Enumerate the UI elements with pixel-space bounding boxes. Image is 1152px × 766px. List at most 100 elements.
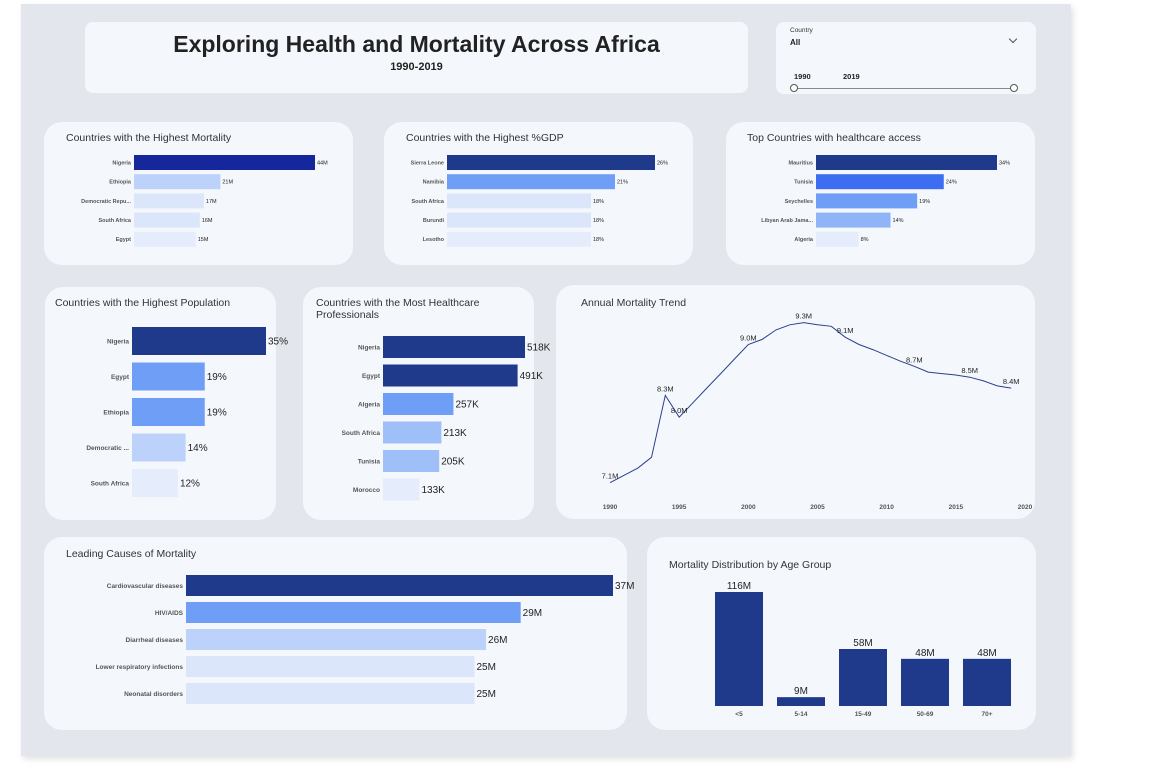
bar	[383, 364, 518, 387]
bar-value-label: 12%	[180, 479, 200, 490]
year-slider-start-handle[interactable]	[790, 84, 798, 92]
bar-category-label: Seychelles	[785, 199, 813, 205]
bar-category-label: Tunisia	[358, 458, 381, 465]
bar	[383, 450, 440, 472]
bar-category-label: South Africa	[412, 199, 445, 205]
bar	[134, 231, 196, 247]
bar-category-label: South Africa	[91, 480, 130, 487]
professionals-chart-title-line1: Countries with the Most Healthcare	[316, 297, 480, 309]
bar	[816, 174, 944, 190]
age-bar-value-label: 58M	[853, 638, 872, 649]
bar-value-label: 18%	[593, 199, 604, 205]
bar-category-label: Ethiopia	[109, 180, 132, 186]
report-canvas: Exploring Health and Mortality Across Af…	[21, 4, 1071, 756]
bar-value-label: 29M	[523, 608, 542, 619]
chevron-down-icon[interactable]	[1008, 34, 1018, 44]
bar	[447, 174, 615, 190]
age-bar	[963, 658, 1011, 706]
bar-value-label: 25M	[477, 662, 496, 673]
year-slider-track[interactable]	[794, 88, 1014, 89]
causes-card: Leading Causes of Mortality Cardiovascul…	[44, 537, 634, 730]
trend-data-label: 8.7M	[906, 355, 923, 364]
professionals-chart-title-line2: Professionals	[316, 309, 380, 321]
bar	[134, 193, 204, 209]
age-bar-value-label: 48M	[977, 648, 996, 659]
trend-data-label: 8.5M	[961, 366, 978, 375]
bar	[816, 155, 997, 170]
bar-value-label: 17M	[206, 199, 217, 205]
bar-value-label: 18%	[593, 218, 604, 224]
bar-value-label: 19%	[919, 199, 930, 205]
bar	[132, 362, 205, 391]
age-category-label: 50-69	[917, 711, 934, 718]
year-slider-end-handle[interactable]	[1010, 84, 1018, 92]
bar-category-label: Neonatal disorders	[124, 691, 183, 698]
bar-category-label: Morocco	[353, 487, 380, 494]
bar-category-label: Mauritius	[789, 160, 813, 166]
x-tick-label: 2020	[1018, 504, 1033, 511]
bar-category-label: Namibia	[423, 180, 445, 186]
access-chart: Mauritius 34% Tunisia 24% Seychelles 19% Libya…	[761, 155, 1010, 247]
bar-category-label: Democratic ...	[86, 445, 129, 452]
bar-value-label: 18%	[593, 237, 604, 243]
bar	[447, 231, 591, 247]
bar	[383, 336, 525, 358]
bar-value-label: 14%	[188, 443, 208, 454]
trend-data-label: 9.3M	[795, 312, 812, 321]
bar-category-label: Algeria	[358, 401, 380, 408]
bar-category-label: Libyan Arab Jama...	[761, 218, 813, 224]
bar-value-label: 21M	[222, 180, 233, 186]
bar-value-label: 14%	[893, 218, 904, 224]
bar	[383, 421, 442, 444]
age-card: Mortality Distribution by Age Group 116M…	[647, 537, 1036, 730]
bar	[134, 174, 221, 190]
bar-category-label: Tunisia	[794, 180, 814, 186]
age-category-label: 15-49	[855, 711, 872, 718]
bar-category-label: Algeria	[794, 237, 814, 243]
bar	[816, 193, 918, 209]
bar	[383, 393, 454, 415]
mortality-chart-title: Countries with the Highest Mortality	[66, 132, 232, 144]
x-tick-label: 1990	[603, 504, 618, 511]
age-category-label: <5	[735, 711, 743, 718]
trend-data-label: 9.0M	[740, 333, 757, 342]
bar-value-label: 37M	[615, 581, 634, 592]
age-category-label: 70+	[981, 711, 992, 718]
age-bar	[901, 658, 949, 706]
bar-category-label: Nigeria	[358, 344, 380, 351]
bar	[132, 469, 178, 497]
age-chart-title: Mortality Distribution by Age Group	[669, 559, 832, 571]
gdp-chart: Sierra Leone 26% Namibia 21% South Africa 18%…	[411, 155, 668, 247]
trend-data-label: 9.1M	[837, 326, 854, 335]
bar-value-label: 491K	[520, 371, 544, 382]
x-tick-label: 2005	[810, 504, 825, 511]
bar	[447, 193, 591, 209]
bar	[447, 155, 655, 170]
trend-chart-title: Annual Mortality Trend	[581, 297, 687, 309]
bar	[816, 212, 891, 228]
causes-chart: Cardiovascular diseases 37M HIV/AIDS 29M Dia…	[96, 575, 634, 704]
bar	[383, 478, 420, 501]
bar-value-label: 35%	[268, 337, 288, 348]
x-tick-label: 2000	[741, 504, 756, 511]
bar	[132, 398, 205, 426]
bar	[816, 231, 859, 247]
trend-chart: 7.1M 8.3M 8.0M 9.0M 9.3M 9.1M 8.7M 8.5M 8.4M 1990…	[602, 312, 1033, 511]
country-slicer[interactable]: Country All 1990 2019	[776, 22, 1036, 94]
age-bar	[839, 649, 887, 706]
bar	[186, 575, 613, 596]
bar-value-label: 8%	[861, 237, 869, 243]
bar-value-label: 34%	[999, 160, 1010, 166]
bar-value-label: 24%	[946, 180, 957, 186]
bar-value-label: 44M	[317, 160, 328, 166]
bar-value-label: 26M	[488, 635, 507, 646]
age-chart: 116M <5 9M 5-14 58M 15-49 48M 50-69 48M 70+	[715, 581, 1011, 718]
bar-category-label: Diarrheal diseases	[126, 637, 184, 644]
slicer-value[interactable]: All	[790, 38, 801, 47]
population-card: Countries with the Highest Population Ni…	[45, 287, 288, 520]
trend-data-label: 7.1M	[602, 472, 619, 481]
bar-value-label: 21%	[617, 180, 628, 186]
bar-value-label: 15M	[198, 237, 209, 243]
bar	[132, 433, 186, 462]
bar	[134, 212, 200, 228]
